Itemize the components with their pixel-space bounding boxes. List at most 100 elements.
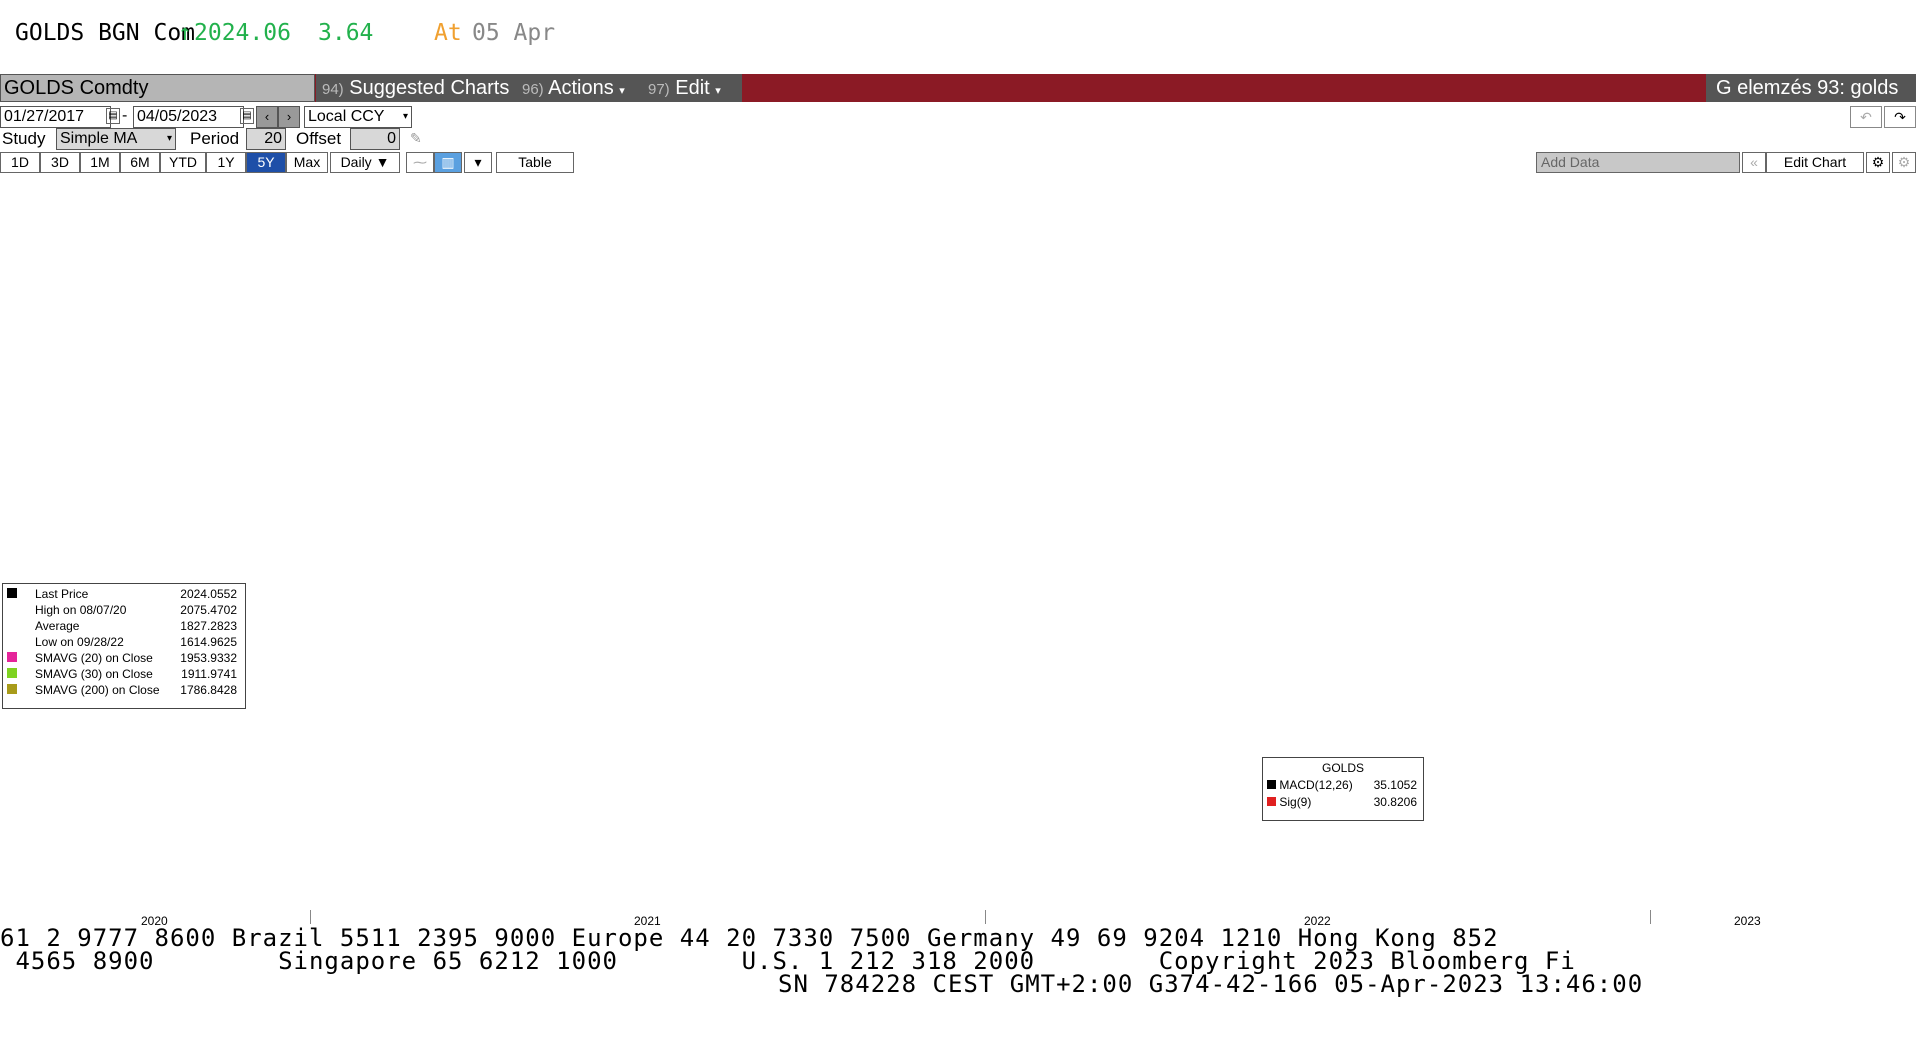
year-label: 2023 xyxy=(1734,914,1761,928)
start-calendar-icon[interactable]: ▤ xyxy=(106,108,120,124)
legend-swatch xyxy=(1267,797,1276,806)
next-period-button[interactable]: › xyxy=(278,106,300,128)
legend-value: 1911.9741 xyxy=(181,667,237,681)
at-label: At xyxy=(434,20,462,46)
edit-label: Edit xyxy=(675,77,710,99)
price-chart[interactable] xyxy=(0,172,1916,912)
year-separator xyxy=(1650,910,1651,924)
macd-legend-title: GOLDS xyxy=(1321,761,1364,775)
suggested-charts-number: 94) xyxy=(322,81,344,98)
actions-number: 96) xyxy=(522,81,544,98)
signal-legend-row: Sig(9) 30.8206 xyxy=(1267,795,1417,809)
range-1m-button[interactable]: 1M xyxy=(80,152,120,173)
macd-legend: GOLDS MACD(12,26) 35.1052 Sig(9) 30.8206 xyxy=(1262,757,1424,821)
legend-label: SMAVG (20) on Close xyxy=(35,651,153,665)
actions-menu[interactable]: 96) Actions ▾ xyxy=(516,74,648,102)
year-label: 2020 xyxy=(141,914,168,928)
study-dropdown-icon: ▾ xyxy=(166,133,172,144)
currency-select[interactable]: Local CCY ▾ xyxy=(304,106,412,128)
chart-settings-icon[interactable]: ⚙ xyxy=(1866,152,1890,173)
footer-line-1: 61 2 9777 8600 Brazil 5511 2395 9000 Eur… xyxy=(0,924,1499,952)
year-label: 2021 xyxy=(634,914,661,928)
edit-chart-label: Edit Chart xyxy=(1783,154,1847,170)
edit-chart-button[interactable]: Edit Chart xyxy=(1766,152,1864,173)
offset-label: Offset xyxy=(296,129,342,148)
edit-menu[interactable]: 97) Edit ▾ xyxy=(642,74,742,102)
legend-swatch xyxy=(7,652,17,662)
bar-chart-icon[interactable]: ▥ xyxy=(434,152,462,173)
signal-value: 30.8206 xyxy=(1373,795,1417,809)
legend-label: Average xyxy=(35,619,80,633)
legend-label: High on 08/07/20 xyxy=(35,603,127,617)
window-title: G elemzés 93: golds xyxy=(1706,74,1916,102)
macd-value: 35.1052 xyxy=(1373,778,1417,792)
legend-swatch xyxy=(7,684,17,694)
legend-value: 1786.8428 xyxy=(180,683,237,697)
command-bar: GOLDS Comdty 94) Suggested Charts 96) Ac… xyxy=(0,74,1916,102)
study-value: Simple MA xyxy=(60,130,138,147)
study-label: Study xyxy=(2,129,46,148)
line-chart-icon[interactable]: ⁓ xyxy=(406,152,434,173)
macd-label: MACD(12,26) xyxy=(1279,778,1353,792)
study-select[interactable]: Simple MA ▾ xyxy=(56,128,176,150)
collapse-icon[interactable]: « xyxy=(1742,152,1766,173)
table-button[interactable]: Table xyxy=(496,152,574,173)
ticker-name: GOLDS BGN Com xyxy=(15,20,196,46)
macd-legend-row: MACD(12,26) 35.1052 xyxy=(1267,778,1417,792)
security-input[interactable]: GOLDS Comdty xyxy=(0,74,315,102)
legend-row-low: Low on 09/28/22 1614.9625 xyxy=(7,635,241,650)
date-separator: - xyxy=(122,107,128,124)
legend-value: 2024.0552 xyxy=(180,587,237,601)
legend-row-sma30: SMAVG (30) on Close 1911.9741 xyxy=(7,667,241,682)
range-5y-button[interactable]: 5Y xyxy=(246,152,286,173)
legend-label: SMAVG (200) on Close xyxy=(35,683,160,697)
range-1d-button[interactable]: 1D xyxy=(0,152,40,173)
currency-dropdown-icon: ▾ xyxy=(402,111,408,122)
chart-type-dropdown-icon[interactable]: ▾ xyxy=(464,152,492,173)
price-change: 3.64 xyxy=(318,20,374,46)
legend-label: Low on 09/28/22 xyxy=(35,635,124,649)
period-input[interactable]: 20 xyxy=(246,128,286,150)
frequency-select[interactable]: Daily ▼ xyxy=(330,152,400,173)
redo-icon[interactable]: ↷ xyxy=(1884,106,1916,128)
legend-label: SMAVG (30) on Close xyxy=(35,667,153,681)
year-separator xyxy=(310,910,311,924)
footer-line-2: 4565 8900 Singapore 65 6212 1000 U.S. 1 … xyxy=(0,947,1576,975)
offset-input[interactable]: 0 xyxy=(350,128,400,150)
actions-label: Actions xyxy=(548,77,614,99)
legend-swatch xyxy=(7,668,17,678)
range-max-button[interactable]: Max xyxy=(286,152,328,173)
range-3d-button[interactable]: 3D xyxy=(40,152,80,173)
end-calendar-icon[interactable]: ▤ xyxy=(240,108,254,124)
range-1y-button[interactable]: 1Y xyxy=(206,152,246,173)
currency-value: Local CCY xyxy=(308,108,385,125)
signal-label: Sig(9) xyxy=(1279,795,1312,809)
period-label: Period xyxy=(190,129,240,148)
range-6m-button[interactable]: 6M xyxy=(120,152,160,173)
title-bar: GOLDS BGN Com ↑ 2024.06 3.64 At 05 Apr xyxy=(0,14,1916,54)
suggested-charts-menu[interactable]: 94) Suggested Charts xyxy=(316,74,522,102)
pencil-icon[interactable]: ✎ xyxy=(410,130,422,146)
legend-value: 2075.4702 xyxy=(180,603,237,617)
legend-row-average: Average 1827.2823 xyxy=(7,619,241,634)
range-ytd-button[interactable]: YTD xyxy=(160,152,206,173)
suggested-charts-label: Suggested Charts xyxy=(349,77,510,99)
undo-icon[interactable]: ↶ xyxy=(1850,106,1882,128)
legend-row-sma20: SMAVG (20) on Close 1953.9332 xyxy=(7,651,241,666)
footer-line-3: SN 784228 CEST GMT+2:00 G374-42-166 05-A… xyxy=(778,970,1644,998)
chart-legend: Last Price 2024.0552 High on 08/07/20 20… xyxy=(2,583,246,709)
legend-row-high: High on 08/07/20 2075.4702 xyxy=(7,603,241,618)
legend-value: 1614.9625 xyxy=(180,635,237,649)
prev-period-button[interactable]: ‹ xyxy=(256,106,278,128)
year-label: 2022 xyxy=(1304,914,1331,928)
legend-value: 1827.2823 xyxy=(180,619,237,633)
start-date-input[interactable]: 01/27/2017 xyxy=(0,106,111,128)
actions-dropdown-icon: ▾ xyxy=(619,85,625,97)
quote-date: 05 Apr xyxy=(472,20,556,46)
up-arrow-icon: ↑ xyxy=(178,20,192,46)
gear-icon[interactable]: ⚙ xyxy=(1892,152,1916,173)
legend-row-last-price: Last Price 2024.0552 xyxy=(7,587,241,602)
end-date-input[interactable]: 04/05/2023 xyxy=(133,106,244,128)
last-price: 2024.06 xyxy=(194,20,291,46)
add-data-input[interactable]: Add Data xyxy=(1536,152,1740,173)
